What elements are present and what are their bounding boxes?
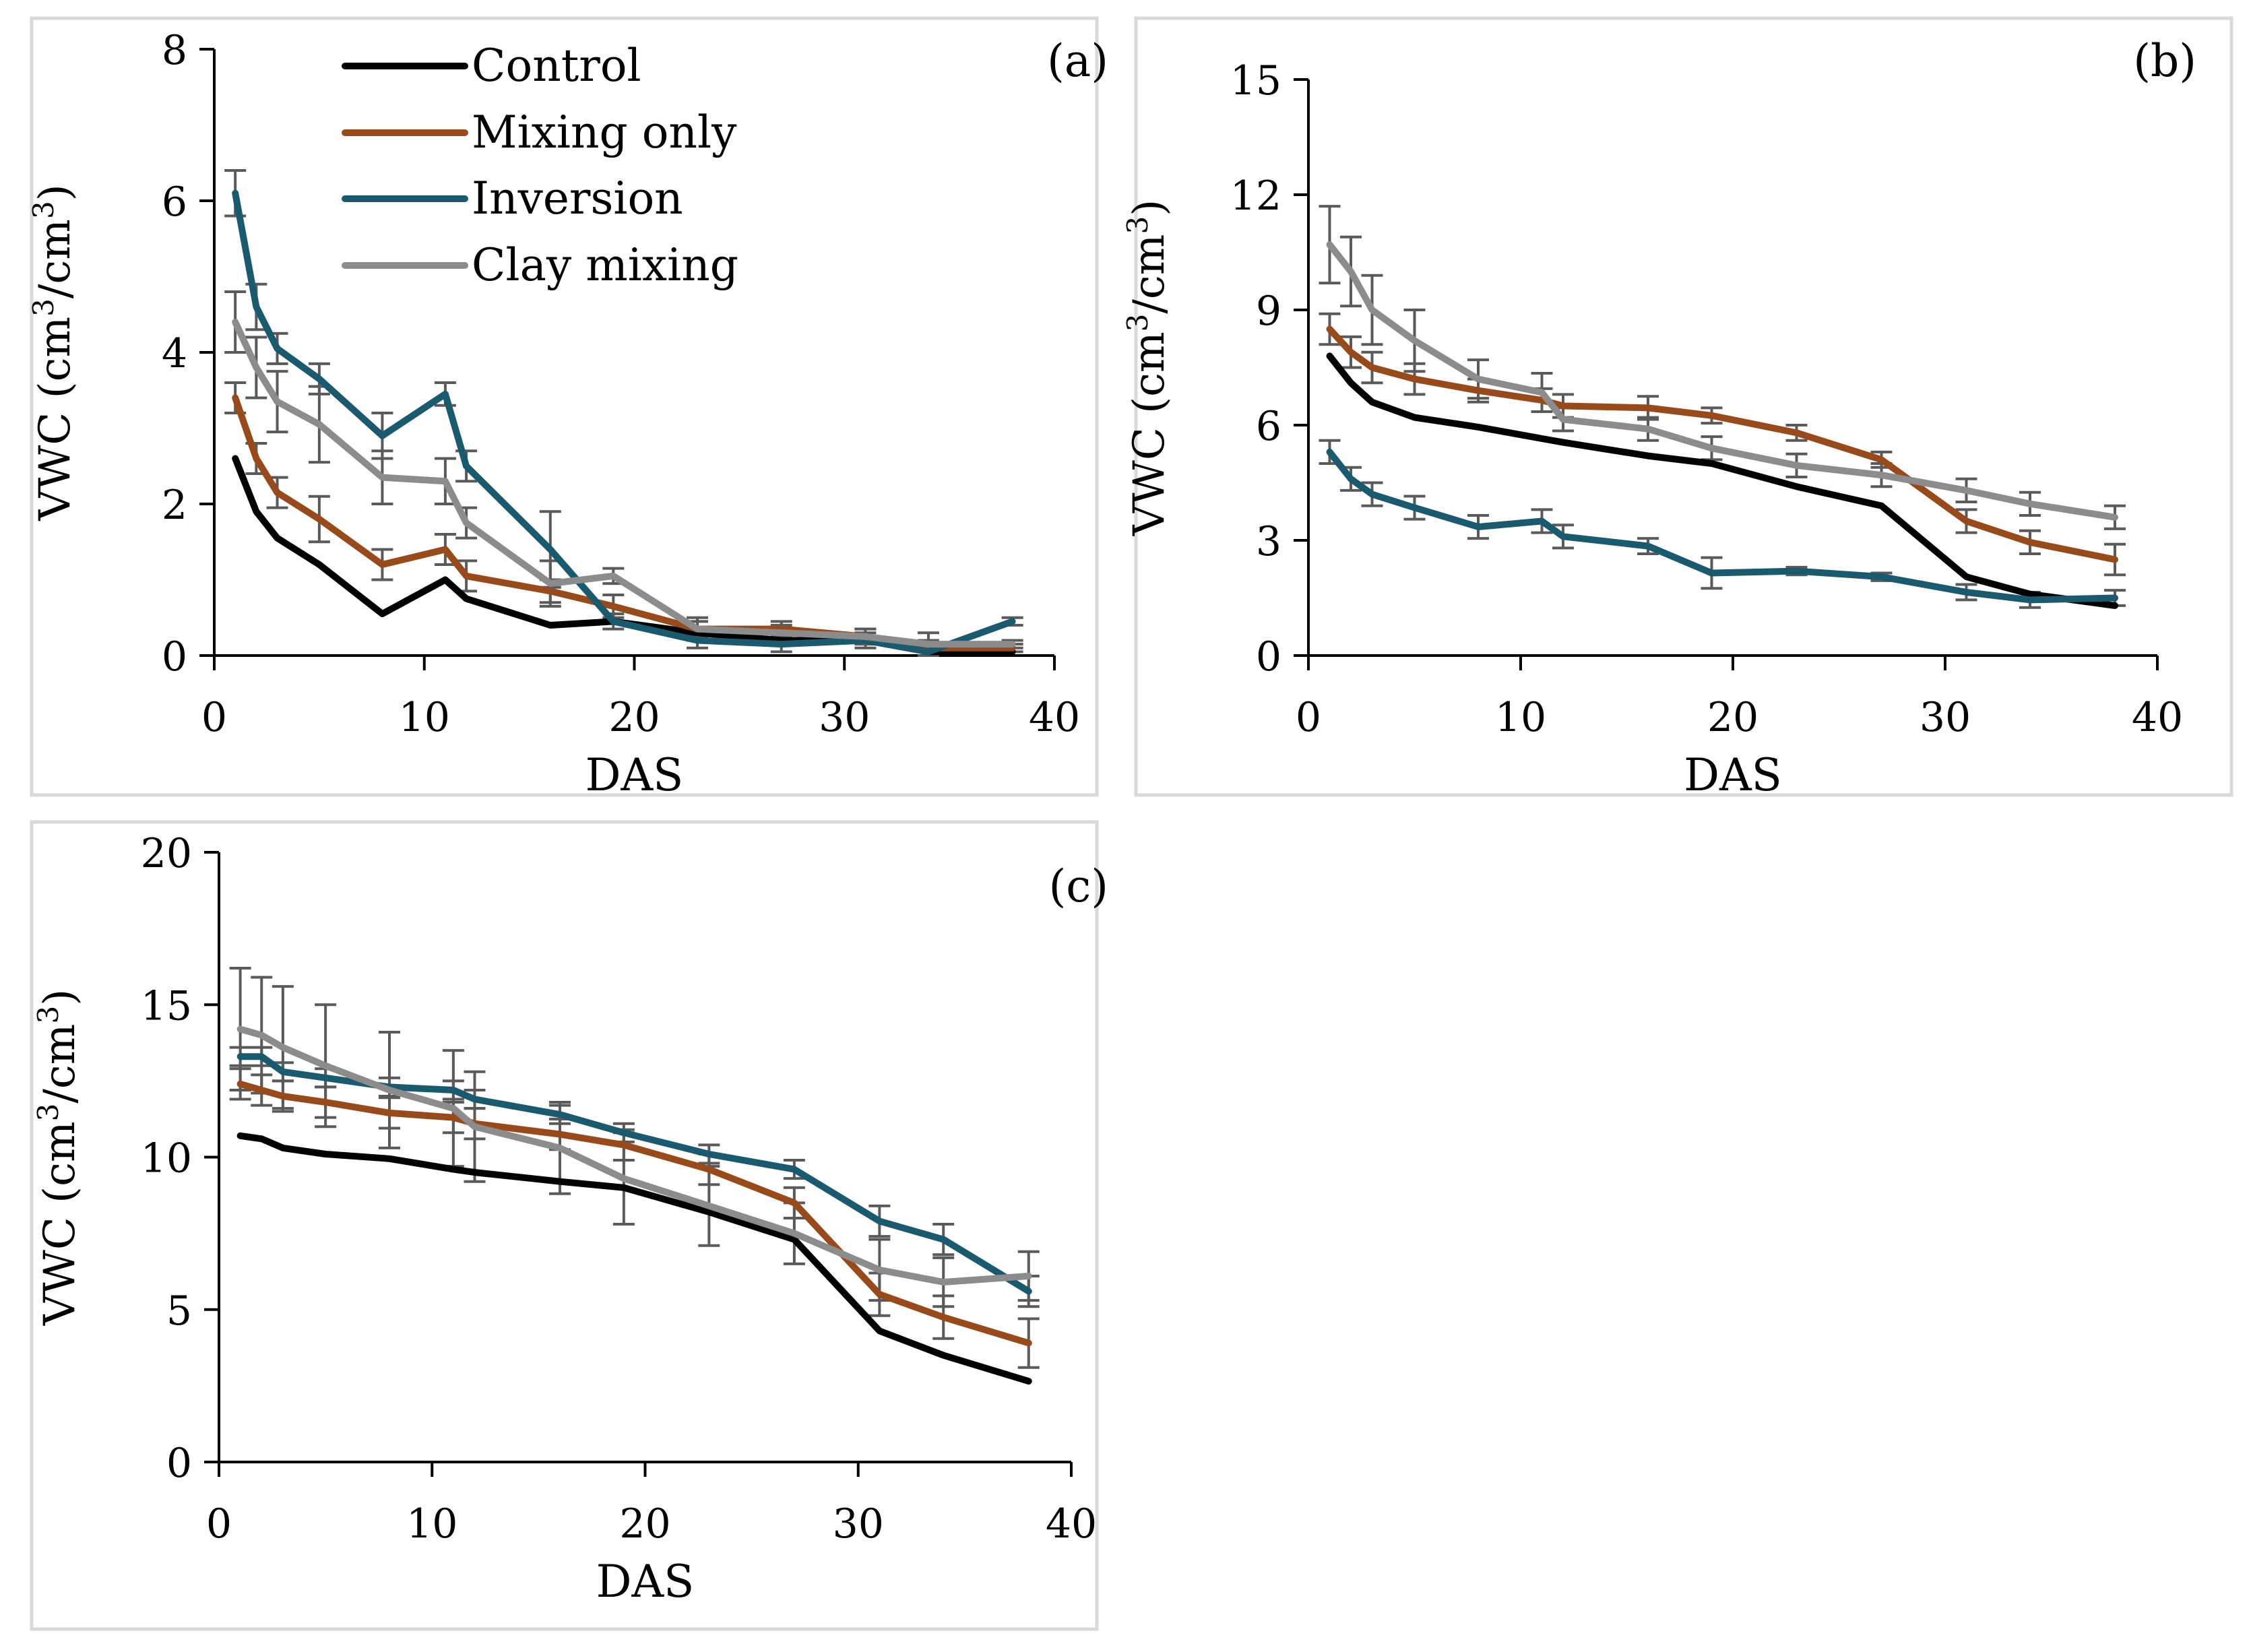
- series-line-clay-mixing: [1326, 241, 2118, 521]
- panel-label: (c): [1049, 860, 1108, 912]
- y-tick-label: 0: [1256, 633, 1281, 680]
- legend-label-mixing-only: Mixing only: [472, 106, 737, 158]
- y-axis-label-superscript: 3: [1121, 314, 1154, 332]
- series-line-control: [1326, 352, 2118, 609]
- y-axis-label-part: ): [35, 989, 85, 1006]
- y-tick-label: 2: [162, 482, 187, 529]
- y-axis-label-superscript: 3: [1121, 216, 1154, 234]
- series-line-inversion: [1326, 448, 2118, 604]
- y-tick-label: 6: [1256, 403, 1281, 450]
- panel-label: (b): [2133, 35, 2196, 87]
- y-axis-label-part: ): [1124, 199, 1174, 216]
- series-line-mixing-only: [232, 394, 1016, 652]
- y-axis-label-superscript: 3: [27, 201, 60, 219]
- y-axis-label-part: /cm: [30, 219, 80, 298]
- x-tick-label: 0: [1296, 694, 1321, 741]
- y-axis-label: VWC (cm3/cm3): [32, 989, 86, 1326]
- y-axis-label-part: VWC (cm: [1124, 331, 1174, 536]
- x-tick-label: 20: [1707, 694, 1758, 741]
- panel-border: [30, 16, 1099, 797]
- series-line-clay-mixing: [236, 1025, 1032, 1285]
- panel-label: (a): [1047, 35, 1108, 87]
- y-axis-label-part: VWC (cm: [30, 317, 80, 521]
- y-tick-label: 10: [141, 1135, 192, 1182]
- error-bars-clay-mixing: [224, 290, 1023, 657]
- legend-label-inversion: Inversion: [472, 172, 683, 224]
- x-tick-label: 10: [399, 694, 450, 741]
- y-tick-label: 3: [1256, 518, 1281, 565]
- y-tick-label: 15: [141, 982, 192, 1029]
- y-tick-label: 12: [1230, 172, 1281, 220]
- y-axis-label: VWC (cm3/cm3): [1121, 199, 1175, 536]
- y-tick-label: 20: [141, 830, 192, 877]
- error-bars-inversion: [229, 1046, 1040, 1308]
- y-tick-label: 4: [162, 330, 187, 377]
- y-tick-label: 8: [162, 27, 187, 74]
- y-axis-label-part: ): [30, 184, 80, 201]
- x-tick-label: 10: [406, 1500, 457, 1548]
- y-axis-label-superscript: 3: [32, 1104, 65, 1122]
- series-line-mixing-only: [1326, 325, 2118, 563]
- x-tick-label: 30: [1920, 694, 1971, 741]
- x-tick-label: 0: [206, 1500, 232, 1548]
- x-tick-label: 40: [1029, 694, 1080, 741]
- error-bars-mixing-only: [229, 1067, 1040, 1369]
- y-axis-label-superscript: 3: [32, 1006, 65, 1024]
- x-axis-label: DAS: [585, 749, 684, 801]
- x-tick-label: 40: [2132, 694, 2183, 741]
- series-line-clay-mixing: [232, 319, 1016, 648]
- x-axis-label: DAS: [1684, 749, 1782, 801]
- x-tick-label: 20: [608, 694, 660, 741]
- legend-label-control: Control: [472, 40, 641, 92]
- legend: Control Mixing only Inversion Clay mixing: [342, 40, 738, 291]
- x-tick-label: 30: [833, 1500, 884, 1548]
- series-line-inversion: [232, 189, 1016, 656]
- x-axis-label: DAS: [596, 1556, 695, 1608]
- error-bars-clay-mixing: [1319, 205, 2126, 530]
- y-tick-label: 5: [166, 1288, 192, 1335]
- panel-border: [30, 820, 1099, 1631]
- series-line-inversion: [236, 1053, 1032, 1295]
- y-tick-label: 9: [1256, 288, 1281, 335]
- x-tick-label: 10: [1495, 694, 1546, 741]
- y-axis-label: VWC (cm3/cm3): [27, 184, 81, 521]
- x-tick-label: 30: [819, 694, 870, 741]
- x-tick-label: 0: [201, 694, 227, 741]
- y-axis-label-superscript: 3: [27, 298, 60, 317]
- x-tick-label: 20: [619, 1500, 670, 1548]
- x-tick-label: 40: [1046, 1500, 1097, 1548]
- series-line-control: [236, 1132, 1032, 1385]
- y-tick-label: 6: [162, 179, 187, 226]
- legend-label-clay-mixing: Clay mixing: [472, 239, 738, 291]
- y-axis-label-part: /cm: [1124, 234, 1174, 314]
- y-tick-label: 0: [166, 1440, 192, 1487]
- y-tick-label: 15: [1230, 57, 1281, 104]
- y-axis-label-part: VWC (cm: [35, 1121, 85, 1326]
- y-tick-label: 0: [162, 633, 187, 680]
- series-line-mixing-only: [236, 1080, 1032, 1347]
- y-axis-label-part: /cm: [35, 1024, 85, 1104]
- panel-border: [1134, 16, 2233, 797]
